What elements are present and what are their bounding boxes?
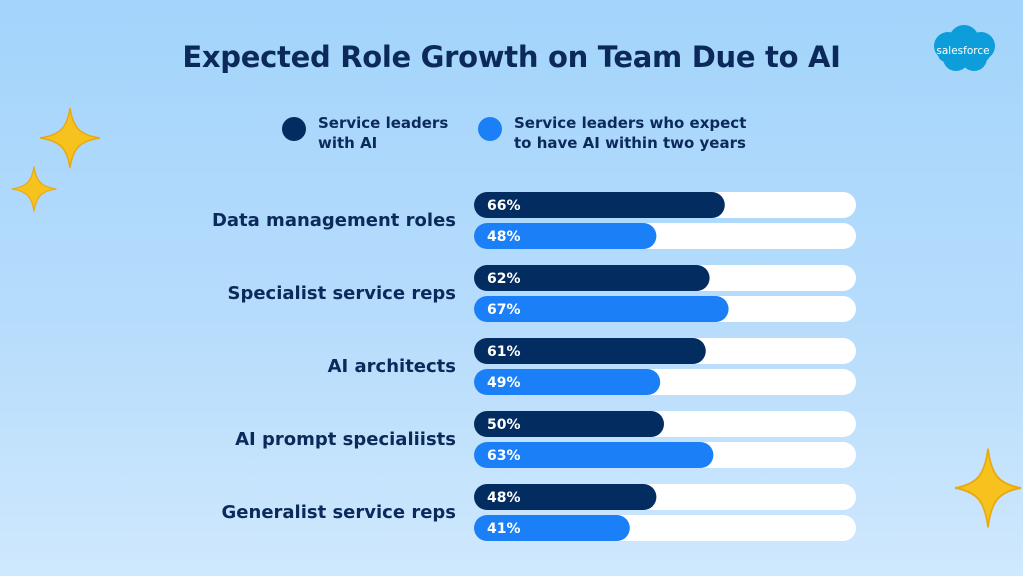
data-label: 48%: [487, 490, 521, 506]
data-label: 63%: [487, 448, 521, 464]
bar: [474, 192, 725, 218]
sparkle-icon: [39, 107, 101, 169]
bar: [474, 369, 661, 395]
bar: [474, 411, 664, 437]
legend-item-with-ai: Service leaders with AI: [282, 113, 448, 153]
legend-swatch-dark: [282, 117, 306, 141]
legend-label-expect-ai: Service leaders who expect to have AI wi…: [514, 114, 747, 152]
sparkle-icon: [11, 166, 57, 212]
data-label: 62%: [487, 271, 521, 287]
legend-label-with-ai: Service leaders with AI: [318, 114, 449, 152]
data-label: 48%: [487, 229, 521, 245]
category-label: Specialist service reps: [228, 283, 457, 304]
sparkle-icon: [955, 448, 1021, 528]
bar: [474, 442, 714, 468]
category-label: AI prompt specialiists: [235, 429, 456, 450]
data-label: 50%: [487, 417, 521, 433]
category-label: AI architects: [328, 356, 456, 377]
data-label: 49%: [487, 375, 521, 391]
chart-title: Expected Role Growth on Team Due to AI: [182, 40, 841, 74]
legend-swatch-light: [478, 117, 502, 141]
logo-text: salesforce: [936, 45, 989, 57]
salesforce-logo: salesforce: [934, 25, 995, 71]
category-label: Generalist service reps: [222, 502, 456, 523]
bar: [474, 296, 729, 322]
bar: [474, 338, 706, 364]
bar: [474, 265, 710, 291]
data-label: 66%: [487, 198, 521, 214]
logo-cloud: [934, 25, 995, 71]
data-label: 67%: [487, 302, 521, 318]
data-label: 61%: [487, 344, 521, 360]
category-label: Data management roles: [212, 210, 456, 231]
legend-item-expect-ai: Service leaders who expect to have AI wi…: [478, 113, 746, 153]
bar: [474, 484, 657, 510]
bar: [474, 223, 657, 249]
bar: [474, 515, 630, 541]
data-label: 41%: [487, 521, 521, 537]
